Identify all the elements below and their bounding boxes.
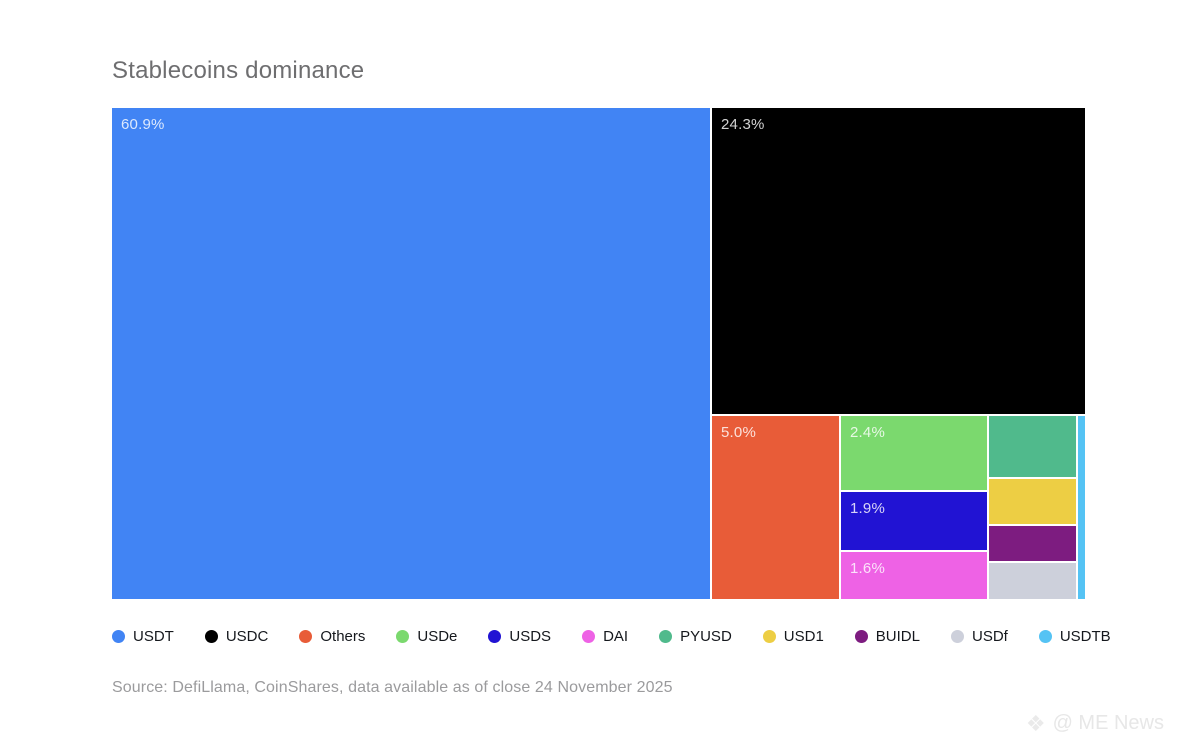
legend-dot-icon (582, 630, 596, 643)
treemap-cell-usdc: 24.3% (712, 108, 1085, 414)
legend-item-pyusd: PYUSD (659, 628, 732, 645)
legend-label: USDf (971, 628, 1008, 645)
treemap-cell-value-label: 5.0% (721, 424, 756, 441)
legend-label: USD1 (783, 628, 824, 645)
legend-dot-icon (112, 630, 125, 643)
legend-item-usde: USDe (396, 628, 457, 645)
legend-label: Others (320, 628, 366, 645)
legend: USDT USDC Others USDe USDS DAI PYUSD USD1 BUIDL U… (112, 628, 1111, 645)
legend-item-usdtb: USDTB (1038, 628, 1111, 645)
treemap-cell-value-label: 1.9% (850, 500, 885, 517)
treemap-cell-usdt: 60.9% (112, 108, 710, 599)
legend-dot-icon (204, 630, 218, 643)
treemap-cell-value-label: 1.6% (850, 560, 885, 577)
legend-label: USDC (225, 628, 269, 645)
treemap-cell-pyusd (989, 416, 1076, 477)
binance-diamond-icon: ❖ (1025, 710, 1046, 736)
watermark: ❖ @ ME News (1026, 712, 1164, 735)
treemap-cell-usdf (989, 563, 1076, 599)
legend-dot-icon (854, 630, 868, 643)
legend-dot-icon (762, 630, 776, 643)
legend-label: BUIDL (875, 628, 920, 645)
legend-label: USDTB (1059, 628, 1111, 645)
treemap-cell-value-label: 2.4% (850, 424, 885, 441)
chart-title: Stablecoins dominance (112, 57, 365, 84)
legend-item-usdt: USDT (112, 628, 174, 645)
treemap-cell-dai: 1.6% (841, 552, 987, 599)
legend-dot-icon (488, 630, 502, 643)
treemap-cell-usdtb (1078, 416, 1085, 599)
treemap-cell-usds: 1.9% (841, 492, 987, 550)
legend-dot-icon (1038, 630, 1052, 643)
legend-label: DAI (603, 628, 629, 645)
legend-item-buidl: BUIDL (854, 628, 920, 645)
legend-item-usd1: USD1 (762, 628, 824, 645)
legend-label: USDe (417, 628, 458, 645)
legend-dot-icon (950, 630, 964, 643)
legend-label: USDS (509, 628, 552, 645)
treemap-cell-usde: 2.4% (841, 416, 987, 490)
legend-item-dai: DAI (582, 628, 628, 645)
legend-dot-icon (299, 630, 313, 643)
legend-item-usds: USDS (488, 628, 551, 645)
legend-dot-icon (659, 630, 673, 643)
treemap-cell-usd1 (989, 479, 1076, 524)
treemap-cell-value-label: 60.9% (121, 116, 165, 133)
treemap-cell-value-label: 24.3% (721, 116, 765, 133)
watermark-text: @ ME News (1052, 712, 1164, 734)
legend-item-others: Others (299, 628, 365, 645)
treemap-cell-buidl (989, 526, 1076, 561)
treemap-cell-others: 5.0% (712, 416, 839, 599)
source-note: Source: DefiLlama, CoinShares, data avai… (112, 679, 673, 696)
legend-item-usdc: USDC (204, 628, 269, 645)
legend-label: PYUSD (680, 628, 732, 645)
legend-item-usdf: USDf (950, 628, 1008, 645)
legend-dot-icon (396, 630, 410, 643)
legend-label: USDT (133, 628, 174, 645)
stablecoins-treemap: 60.9% 24.3% 5.0% 2.4% 1.9% 1.6% (112, 108, 1085, 599)
